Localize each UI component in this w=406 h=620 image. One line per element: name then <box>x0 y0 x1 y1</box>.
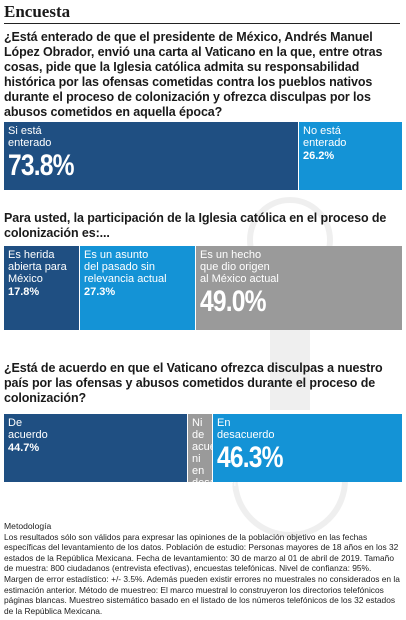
bar-segment: Es un hecho que dio origen al México act… <box>195 246 402 330</box>
segment-label: No está enterado <box>303 125 347 149</box>
methodology-note: Metodología Los resultados sólo son váli… <box>4 521 400 616</box>
survey-title: Encuesta <box>4 2 400 24</box>
segment-value: 73.8% <box>8 149 74 182</box>
segment-value: 44.7% <box>8 442 40 454</box>
bar-segment: Si está enterado 73.8% <box>4 122 298 190</box>
methodology-heading: Metodología <box>4 521 52 531</box>
stacked-bar-1: Si está enterado 73.8% No está enterado 26.… <box>4 122 402 190</box>
segment-label: Ni de acuerdo ni en desacuerdo <box>192 417 250 489</box>
segment-value: 46.3% <box>217 441 283 474</box>
bar-segment: Es un asunto del pasado sin relevancia a… <box>79 246 195 330</box>
bar-segment: De acuerdo 44.7% <box>4 414 187 482</box>
segment-value: 27.3% <box>84 286 116 298</box>
segment-value: 17.8% <box>8 286 40 298</box>
segment-value: 26.2% <box>303 150 335 162</box>
bar-segment: Es herida abierta para México 17.8% <box>4 246 79 330</box>
segment-label: En desacuerdo <box>217 417 275 441</box>
bar-segment: No está enterado 26.2% <box>298 122 402 190</box>
question-2: Para usted, la participación de la Igles… <box>4 211 387 240</box>
segment-label: Es un hecho que dio origen al México act… <box>200 249 279 285</box>
stacked-bar-2: Es herida abierta para México 17.8% Es un … <box>4 246 402 330</box>
segment-value: 49.0% <box>200 285 266 318</box>
segment-label: De acuerdo <box>8 417 48 441</box>
segment-label: Es herida abierta para México <box>8 249 67 285</box>
segment-label: Si está enterado <box>8 125 52 149</box>
question-1: ¿Está enterado de que el presidente de M… <box>4 30 383 119</box>
segment-label: Es un asunto del pasado sin relevancia a… <box>84 249 167 285</box>
bar-segment: En desacuerdo 46.3% <box>212 414 402 482</box>
question-3: ¿Está de acuerdo en que el Vaticano ofre… <box>4 361 383 405</box>
segment-value: 6.0% <box>192 490 218 502</box>
methodology-text: Los resultados sólo son válidos para exp… <box>4 531 400 616</box>
